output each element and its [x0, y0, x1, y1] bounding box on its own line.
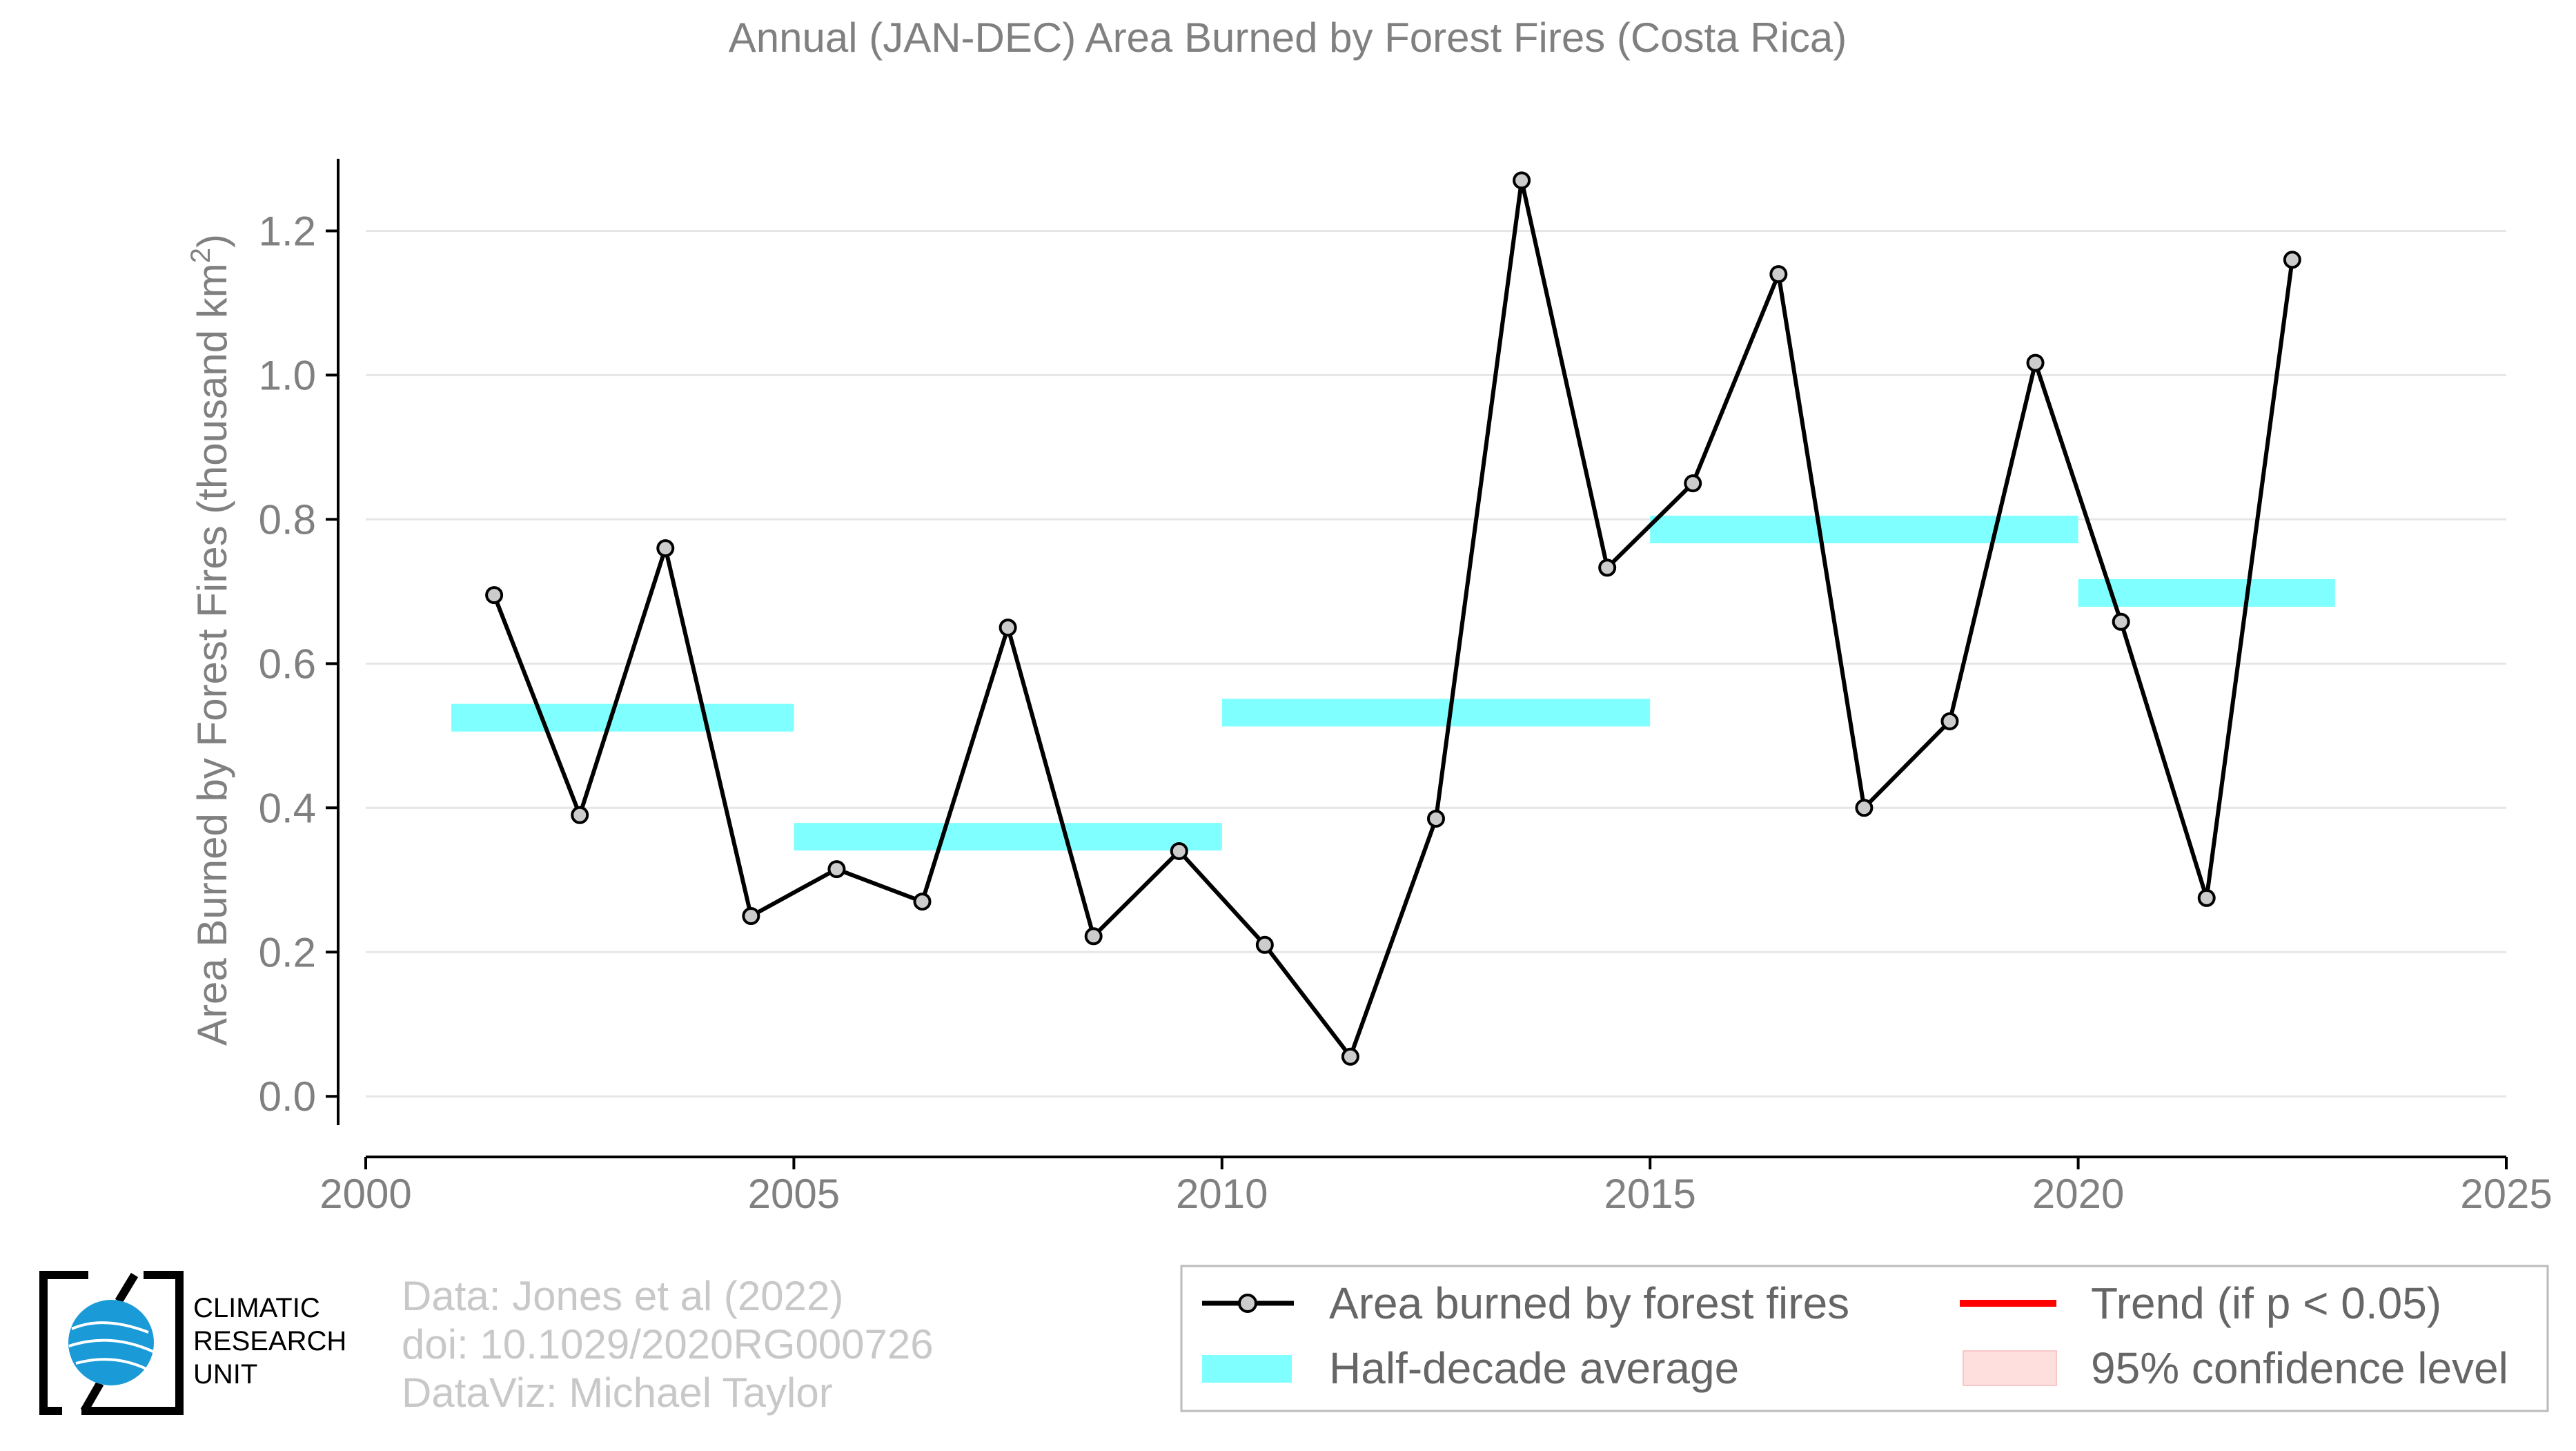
y-tick-label-1: 0.2: [259, 929, 316, 975]
globe-swirl-1: [71, 1321, 149, 1334]
y-tick-label-2: 0.4: [259, 785, 316, 831]
data-point-2004.5: [742, 907, 760, 926]
data-point-2014.5: [1598, 558, 1617, 577]
y-tick-label-4: 0.8: [259, 496, 316, 543]
credit-dataviz: DataViz: Michael Taylor: [402, 1370, 833, 1416]
legend-label-confidence: 95% confidence level: [2091, 1343, 2508, 1393]
data-point-2012.5: [1427, 809, 1445, 828]
data-point-2006.5: [913, 893, 932, 911]
half-decade-bar-1: [794, 823, 1222, 851]
credit-data: Data: Jones et al (2022): [402, 1273, 843, 1319]
x-ticks: 2000 2005 2010 2015 2020 2025: [319, 1157, 2553, 1217]
legend-label-half-decade: Half-decade average: [1329, 1343, 1739, 1393]
data-point-2015.5: [1684, 474, 1702, 493]
data-point-2005.5: [827, 860, 846, 879]
legend-marker-area-burned: [1238, 1294, 1257, 1313]
y-axis-label-main: Area Burned by Forest Fires (thousand km: [189, 263, 235, 1046]
globe-swirl-2: [68, 1338, 154, 1353]
data-point-2011.5: [1341, 1047, 1359, 1066]
logo-bracket-left: [39, 1271, 88, 1415]
data-point-2013.5: [1513, 171, 1531, 190]
data-point-2007.5: [999, 619, 1017, 637]
data-point-2018.5: [1940, 712, 1959, 730]
y-tick-label-3: 0.6: [259, 641, 316, 687]
series-line-0: [492, 178, 2294, 1059]
legend-swatch-confidence: [1963, 1350, 2057, 1386]
y-tick-label-6: 1.2: [259, 208, 316, 254]
legend: Area burned by forest fires Trend (if p …: [1180, 1265, 2549, 1412]
legend-label-trend: Trend (if p < 0.05): [2091, 1278, 2441, 1328]
x-tick-label-5: 2025: [2460, 1171, 2552, 1217]
data-point-2008.5: [1084, 927, 1103, 946]
logo-slash-bottom: [80, 1381, 104, 1413]
globe-swirl-3: [75, 1358, 148, 1371]
legend-box: [1180, 1265, 2549, 1412]
y-tick-label-0: 0.0: [259, 1073, 316, 1120]
y-ticks: 0.0 0.2 0.4 0.6 0.8 1.0 1.2: [259, 208, 338, 1120]
logo-slash-top: [115, 1272, 139, 1304]
cru-logo: CLIMATIC RESEARCH UNIT: [39, 1271, 346, 1415]
data-point-2020.5: [2112, 612, 2130, 631]
logo-line1: CLIMATIC: [193, 1293, 320, 1323]
x-tick-label-3: 2015: [1604, 1171, 1695, 1217]
x-tick-label-4: 2020: [2032, 1171, 2124, 1217]
data-point-2021.5: [2197, 888, 2216, 907]
data-point-2016.5: [1769, 265, 1788, 284]
data-point-2022.5: [2283, 251, 2301, 269]
grid: [366, 229, 2506, 1098]
y-axis-label: Area Burned by Forest Fires (thousand km…: [186, 234, 235, 1046]
data-point-2002.5: [571, 806, 589, 824]
half-decade-bar-0: [451, 703, 794, 732]
logo-line2: RESEARCH: [193, 1326, 346, 1356]
x-tick-label-0: 2000: [319, 1171, 411, 1217]
credit-doi: doi: 10.1029/2020RG000726: [402, 1321, 934, 1367]
data-point-2009.5: [1170, 841, 1188, 860]
half-decade-bar-4: [2078, 578, 2335, 607]
y-axis-label-sup: 2: [186, 248, 216, 263]
chart-title: Annual (JAN-DEC) Area Burned by Forest F…: [729, 14, 1847, 61]
half-decade-bar-2: [1221, 699, 1651, 727]
series-area-burned: [485, 171, 2301, 1066]
data-point-2019.5: [2026, 353, 2045, 372]
x-tick-label-2: 2010: [1176, 1171, 1268, 1217]
half-decade-bar-3: [1650, 516, 2078, 544]
data-point-2010.5: [1255, 935, 1274, 954]
x-tick-label-1: 2005: [748, 1171, 840, 1217]
logo-line3: UNIT: [193, 1359, 257, 1390]
data-point-2001.5: [485, 586, 504, 605]
data-point-2003.5: [656, 539, 675, 558]
legend-swatch-half-decade: [1202, 1355, 1292, 1383]
y-tick-label-5: 1.0: [259, 352, 316, 398]
legend-label-area-burned: Area burned by forest fires: [1329, 1278, 1849, 1328]
logo-bracket-right: [81, 1271, 184, 1415]
data-point-2017.5: [1855, 799, 1874, 817]
y-axis-label-close: ): [189, 234, 235, 248]
half-decade-averages: [451, 516, 2335, 851]
